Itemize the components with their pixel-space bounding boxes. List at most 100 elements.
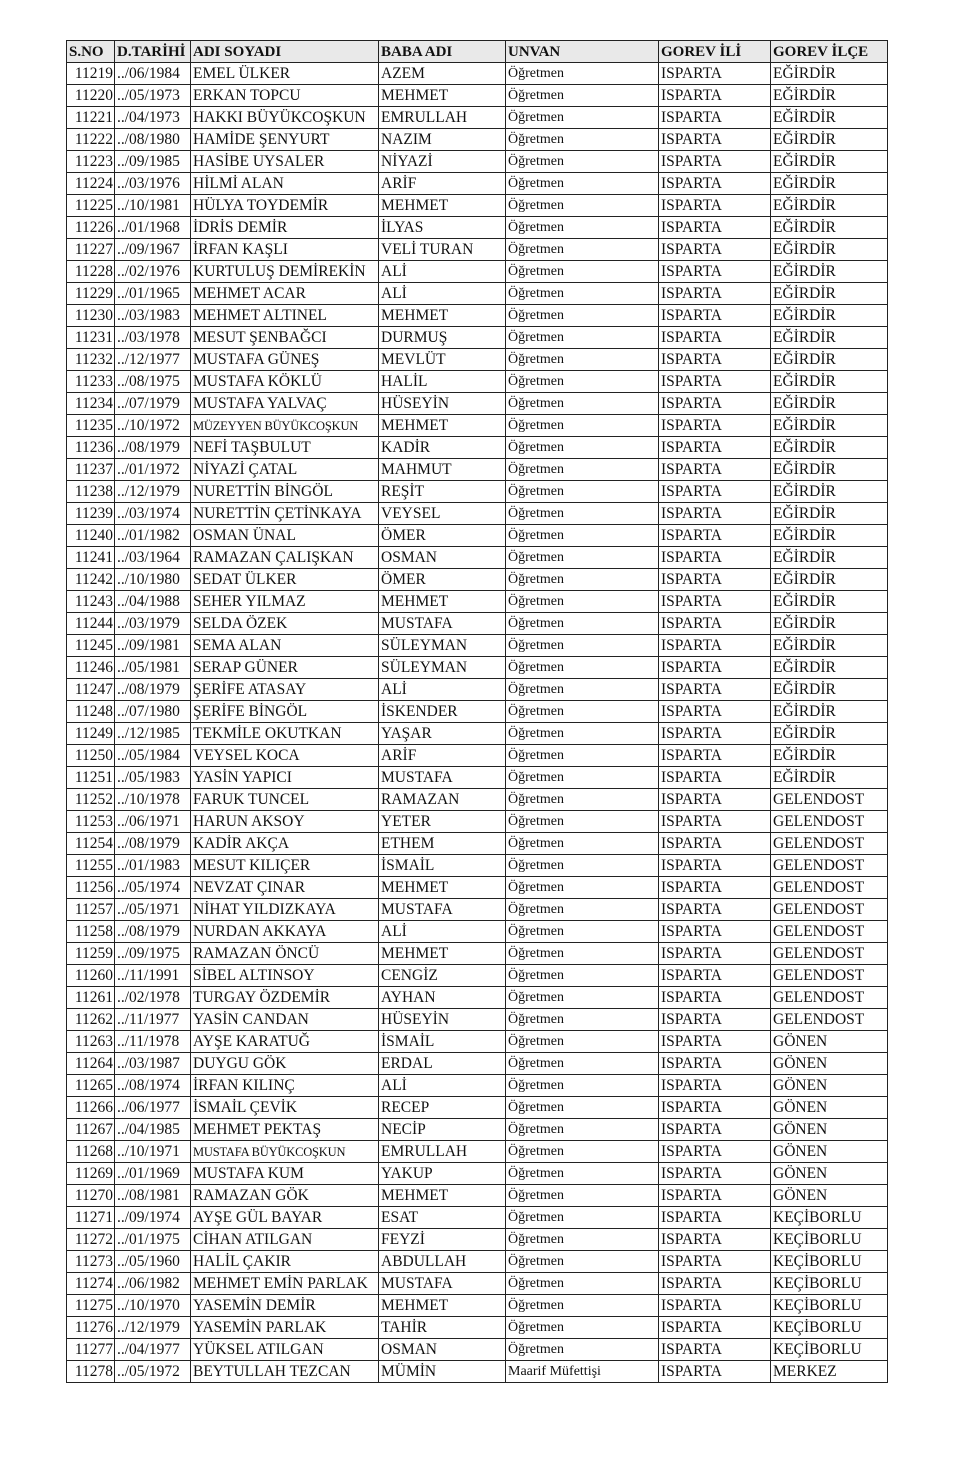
cell-title: Öğretmen — [505, 1118, 659, 1141]
cell-birth-date: ../05/1984 — [114, 744, 191, 767]
cell-title: Öğretmen — [505, 1162, 659, 1185]
cell-province: ISPARTA — [658, 744, 771, 767]
cell-sno: 11240 — [66, 524, 115, 547]
cell-father-name: MUSTAFA — [378, 898, 506, 921]
cell-district: EĞİRDİR — [770, 722, 888, 745]
cell-birth-date: ../08/1979 — [114, 678, 191, 701]
cell-birth-date: ../10/1970 — [114, 1294, 191, 1317]
cell-province: ISPARTA — [658, 194, 771, 217]
cell-title: Öğretmen — [505, 1316, 659, 1339]
cell-full-name: MESUT KILIÇER — [190, 854, 379, 877]
cell-sno: 11227 — [66, 238, 115, 261]
cell-father-name: MEHMET — [378, 1294, 506, 1317]
table-row: 11250 ../05/1984 VEYSEL KOCA ARİF Öğretmen IS… — [66, 744, 888, 767]
cell-sno: 11258 — [66, 920, 115, 943]
cell-father-name: MEHMET — [378, 414, 506, 437]
cell-province: ISPARTA — [658, 370, 771, 393]
cell-province: ISPARTA — [658, 260, 771, 283]
cell-province: ISPARTA — [658, 1030, 771, 1053]
cell-district: GELENDOST — [770, 898, 888, 921]
cell-father-name: İLYAS — [378, 216, 506, 239]
table-row: 11275 ../10/1970 YASEMİN DEMİR MEHMET Öğretm… — [66, 1294, 888, 1317]
cell-father-name: OSMAN — [378, 546, 506, 569]
cell-birth-date: ../05/1983 — [114, 766, 191, 789]
cell-district: EĞİRDİR — [770, 106, 888, 129]
cell-district: GÖNEN — [770, 1074, 888, 1097]
cell-sno: 11263 — [66, 1030, 115, 1053]
cell-province: ISPARTA — [658, 216, 771, 239]
cell-province: ISPARTA — [658, 1206, 771, 1229]
cell-father-name: NİYAZİ — [378, 150, 506, 173]
cell-sno: 11267 — [66, 1118, 115, 1141]
cell-birth-date: ../09/1985 — [114, 150, 191, 173]
cell-birth-date: ../10/1981 — [114, 194, 191, 217]
cell-title: Öğretmen — [505, 590, 659, 613]
cell-birth-date: ../01/1972 — [114, 458, 191, 481]
cell-full-name: NURETTİN BİNGÖL — [190, 480, 379, 503]
cell-full-name: NURETTİN ÇETİNKAYA — [190, 502, 379, 525]
cell-father-name: MEHMET — [378, 942, 506, 965]
cell-full-name: HARUN AKSOY — [190, 810, 379, 833]
cell-full-name: TEKMİLE OKUTKAN — [190, 722, 379, 745]
table-row: 11264 ../03/1987 DUYGU GÖK ERDAL Öğretmen ISP… — [66, 1052, 888, 1075]
cell-province: ISPARTA — [658, 150, 771, 173]
cell-title: Öğretmen — [505, 546, 659, 569]
cell-birth-date: ../08/1975 — [114, 370, 191, 393]
cell-title: Öğretmen — [505, 1030, 659, 1053]
cell-full-name: HALİL ÇAKIR — [190, 1250, 379, 1273]
cell-father-name: İSMAİL — [378, 1030, 506, 1053]
cell-province: ISPARTA — [658, 832, 771, 855]
cell-district: EĞİRDİR — [770, 744, 888, 767]
cell-title: Öğretmen — [505, 832, 659, 855]
cell-father-name: İSKENDER — [378, 700, 506, 723]
table-row: 11234 ../07/1979 MUSTAFA YALVAÇ HÜSEYİN Öğre… — [66, 392, 888, 415]
cell-title: Öğretmen — [505, 854, 659, 877]
cell-district: KEÇİBORLU — [770, 1294, 888, 1317]
cell-sno: 11274 — [66, 1272, 115, 1295]
cell-title: Öğretmen — [505, 1294, 659, 1317]
cell-birth-date: ../05/1974 — [114, 876, 191, 899]
cell-district: GELENDOST — [770, 854, 888, 877]
cell-birth-date: ../12/1977 — [114, 348, 191, 371]
cell-sno: 11230 — [66, 304, 115, 327]
cell-title: Öğretmen — [505, 1206, 659, 1229]
cell-birth-date: ../06/1982 — [114, 1272, 191, 1295]
cell-district: GÖNEN — [770, 1030, 888, 1053]
cell-birth-date: ../10/1972 — [114, 414, 191, 437]
header-title: UNVAN — [505, 40, 659, 63]
cell-title: Öğretmen — [505, 238, 659, 261]
cell-province: ISPARTA — [658, 326, 771, 349]
table-row: 11251 ../05/1983 YASİN YAPICI MUSTAFA Öğretm… — [66, 766, 888, 789]
cell-father-name: MUSTAFA — [378, 612, 506, 635]
table-row: 11271 ../09/1974 AYŞE GÜL BAYAR ESAT Öğretme… — [66, 1206, 888, 1229]
cell-title: Öğretmen — [505, 128, 659, 151]
cell-province: ISPARTA — [658, 898, 771, 921]
cell-birth-date: ../08/1979 — [114, 832, 191, 855]
cell-province: ISPARTA — [658, 304, 771, 327]
cell-birth-date: ../03/1964 — [114, 546, 191, 569]
cell-sno: 11265 — [66, 1074, 115, 1097]
table-row: 11270 ../08/1981 RAMAZAN GÖK MEHMET Öğretmen… — [66, 1184, 888, 1207]
cell-sno: 11238 — [66, 480, 115, 503]
cell-province: ISPARTA — [658, 1074, 771, 1097]
personnel-table: S.NO D.TARİHİ ADI SOYADI BABA ADI UNVAN … — [66, 40, 888, 1383]
header-full-name: ADI SOYADI — [190, 40, 379, 63]
cell-birth-date: ../03/1983 — [114, 304, 191, 327]
cell-title: Öğretmen — [505, 788, 659, 811]
cell-father-name: ÖMER — [378, 568, 506, 591]
cell-father-name: ALİ — [378, 1074, 506, 1097]
cell-province: ISPARTA — [658, 1250, 771, 1273]
cell-province: ISPARTA — [658, 920, 771, 943]
cell-sno: 11242 — [66, 568, 115, 591]
cell-full-name: VEYSEL KOCA — [190, 744, 379, 767]
header-province: GOREV İLİ — [658, 40, 771, 63]
cell-sno: 11266 — [66, 1096, 115, 1119]
cell-province: ISPARTA — [658, 392, 771, 415]
cell-province: ISPARTA — [658, 788, 771, 811]
cell-father-name: MEVLÜT — [378, 348, 506, 371]
cell-province: ISPARTA — [658, 1316, 771, 1339]
cell-sno: 11233 — [66, 370, 115, 393]
cell-title: Maarif Müfettişi — [505, 1360, 659, 1383]
cell-full-name: SİBEL ALTINSOY — [190, 964, 379, 987]
cell-district: KEÇİBORLU — [770, 1206, 888, 1229]
